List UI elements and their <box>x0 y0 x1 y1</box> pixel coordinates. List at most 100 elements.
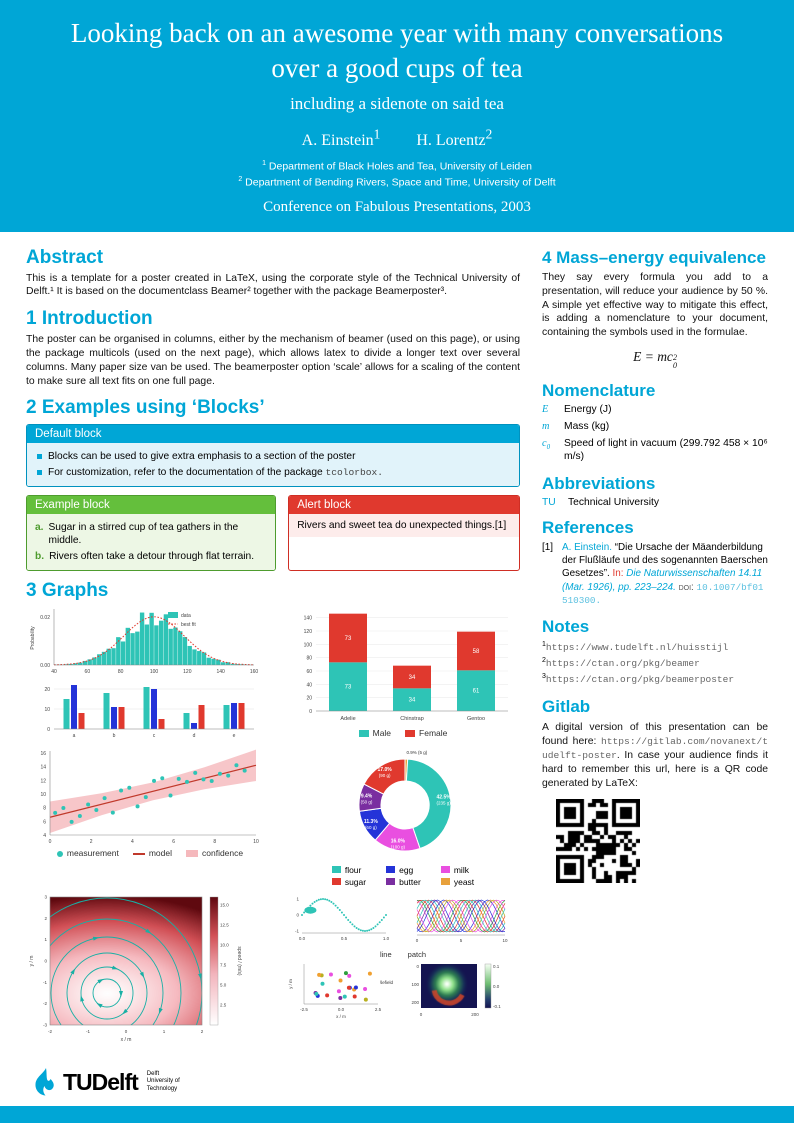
svg-text:8: 8 <box>43 806 46 812</box>
svg-text:60: 60 <box>85 669 91 675</box>
svg-text:x / m: x / m <box>121 1037 132 1043</box>
svg-text:-1: -1 <box>86 1029 90 1034</box>
nomenclature-row: m Mass (kg) <box>542 421 610 433</box>
svg-text:2: 2 <box>90 839 93 845</box>
svg-text:20: 20 <box>306 696 312 702</box>
svg-text:1: 1 <box>296 896 299 901</box>
svg-text:0.0: 0.0 <box>493 984 500 989</box>
example-block-body: a. Sugar in a stirred cup of tea gathers … <box>27 514 276 570</box>
svg-text:0.9% (5 g): 0.9% (5 g) <box>407 750 428 755</box>
references-section: References [1] A. Einstein. “Die Ursache… <box>542 518 768 607</box>
doi-link[interactable]: 10.1007/bf01510300. <box>562 581 764 606</box>
gitlab-text: A digital version of this presentation c… <box>542 721 768 789</box>
note-item: 2https://ctan.org/pkg/beamer <box>542 657 700 670</box>
stacked-bar-legend: Male Female <box>286 728 520 738</box>
note-url[interactable]: https://ctan.org/pkg/beamerposter <box>545 674 735 686</box>
svg-text:14: 14 <box>40 765 46 771</box>
svg-text:0.02: 0.02 <box>40 615 50 621</box>
mass-energy-text: They say every formula you add to a pres… <box>542 271 768 339</box>
stacked-bar-cell: 0 20 40 60 80 100 120 140 73 73 Adelie 34 34 Chinstra… <box>286 605 520 741</box>
default-block-body: Blocks can be used to give extra emphasi… <box>27 443 519 487</box>
legend-item: patch <box>407 949 427 959</box>
scatter-legend: measurement model confidence <box>26 848 274 858</box>
svg-text:(235 g): (235 g) <box>436 801 451 806</box>
svg-text:60: 60 <box>306 669 312 675</box>
minis-cell: 0.0 0.5 1.0 -1 0 1 0 5 10 line patch -2.5 0.0 2.5… <box>286 893 520 1051</box>
svg-text:2: 2 <box>201 1029 204 1034</box>
svg-text:(90 g): (90 g) <box>379 773 391 778</box>
svg-text:1.0: 1.0 <box>383 936 390 941</box>
nomenclature-section: Nomenclature E Energy (J) m Mass (kg) c0 Sp… <box>542 381 768 464</box>
svg-text:80: 80 <box>306 656 312 662</box>
svg-text:-2: -2 <box>48 1029 52 1034</box>
svg-text:10: 10 <box>253 839 259 845</box>
note-url[interactable]: https://www.tudelft.nl/huisstijl <box>545 642 729 654</box>
examples-heading: 2 Examples using ‘Blocks’ <box>26 397 265 419</box>
example-block: Example block a. Sugar in a stirred cup o… <box>26 495 277 571</box>
gitlab-section: Gitlab A digital version of this present… <box>542 697 768 883</box>
tudelft-wordmark: TUDelft <box>63 1068 139 1095</box>
svg-text:0: 0 <box>49 839 52 845</box>
legend-item: egg <box>386 865 421 875</box>
reference-author-link[interactable]: A. Einstein. <box>562 542 612 554</box>
nomenclature-heading: Nomenclature <box>542 380 656 400</box>
svg-text:0.0: 0.0 <box>338 1007 345 1012</box>
affiliation: 2 Department of Bending Rivers, Space an… <box>238 176 556 189</box>
svg-text:120: 120 <box>183 669 192 675</box>
poster-title: Looking back on an awesome year with man… <box>70 18 724 84</box>
abbreviations-section: Abbreviations TU Technical University <box>542 474 768 508</box>
default-block-title: Default block <box>27 425 519 444</box>
svg-text:9.4%: 9.4% <box>361 793 373 799</box>
poster-header: Looking back on an awesome year with man… <box>0 0 794 232</box>
svg-text:15.0: 15.0 <box>220 902 229 907</box>
svg-text:11.3%: 11.3% <box>364 819 378 825</box>
stacked-bar-chart: 0 20 40 60 80 100 120 140 73 73 Adelie 34 34 Chinstra… <box>304 613 508 722</box>
example-item: b. Rivers often take a detour through fla… <box>35 550 255 562</box>
conference-line: Conference on Fabulous Presentations, 20… <box>263 198 531 215</box>
svg-text:-1: -1 <box>295 928 299 933</box>
svg-text:(50 g): (50 g) <box>361 799 373 804</box>
alert-block-title: Alert block <box>289 496 519 515</box>
svg-text:17.0%: 17.0% <box>378 767 393 773</box>
flame-icon <box>35 1068 54 1096</box>
graphs-grid: 40 60 80 100 120 140 160 0.00 0.02 Probability dat… <box>26 605 520 1051</box>
default-block-bullet: For customization, refer to the document… <box>35 466 511 479</box>
svg-text:0: 0 <box>47 727 50 733</box>
example-item: a. Sugar in a stirred cup of tea gathers … <box>35 522 239 547</box>
scatter-fit-chart: 0 2 4 6 8 10 4 6 8 10 12 14 16 <box>40 749 259 845</box>
svg-text:0: 0 <box>416 938 419 943</box>
legend-item: sugar <box>331 877 366 887</box>
svg-text:2.5: 2.5 <box>220 1002 227 1007</box>
svg-text:0.00: 0.00 <box>40 663 50 669</box>
svg-text:Chinstrap: Chinstrap <box>400 716 424 722</box>
svg-text:5: 5 <box>460 938 463 943</box>
mini-legend: line patch <box>286 949 520 960</box>
note-url[interactable]: https://ctan.org/pkg/beamer <box>545 658 700 670</box>
mini-scatter-plot: -2.5 0.0 2.5 x / m y / m \lefield <box>288 963 394 1019</box>
svg-text:a: a <box>73 733 76 739</box>
svg-text:(100 g): (100 g) <box>391 844 406 849</box>
tudelft-logo: TUDelft Delft University of Technology <box>30 1065 180 1099</box>
svg-text:-1: -1 <box>43 980 47 985</box>
note-item: 1https://www.tudelft.nl/huisstijl <box>542 641 729 654</box>
note-item: 3https://ctan.org/pkg/beamerposter <box>542 673 735 686</box>
mini-heatmap-canvas <box>421 963 477 1008</box>
svg-text:8: 8 <box>213 839 216 845</box>
tcolorbox-code: tcolorbox. <box>325 466 384 478</box>
legend-item: Female <box>405 728 447 738</box>
authors-line: A. Einstein1 H. Lorentz2 <box>34 126 760 149</box>
mass-energy-section: 4 Mass–energy equivalence They say every… <box>542 248 768 371</box>
svg-text:34: 34 <box>409 675 416 681</box>
svg-text:y / m: y / m <box>29 956 35 967</box>
alert-block: Alert block Rivers and sweet tea do unex… <box>288 495 520 571</box>
legend-item: flour <box>331 865 366 875</box>
scatter-cell: 0 2 4 6 8 10 4 6 8 10 12 14 16 measurement model con… <box>26 747 274 887</box>
gitlab-url[interactable]: https://gitlab.com/novanext/tudelft-post… <box>542 735 768 761</box>
qr-code <box>556 798 640 883</box>
svg-text:Adelie: Adelie <box>340 716 355 722</box>
block-row: Example block a. Sugar in a stirred cup o… <box>26 495 520 571</box>
abstract-heading: Abstract <box>26 246 104 268</box>
svg-text:0: 0 <box>296 912 299 917</box>
